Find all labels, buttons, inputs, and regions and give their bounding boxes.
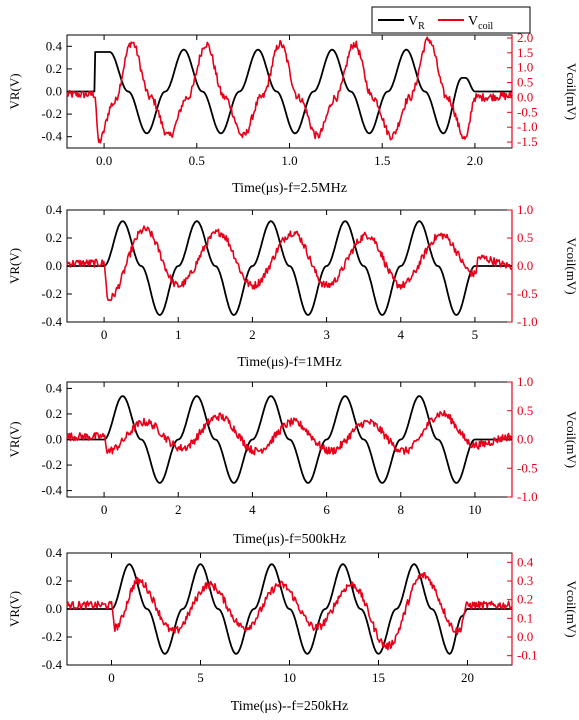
y-tick-label: -0.4 [41, 483, 62, 498]
series-vcoil [66, 225, 513, 302]
legend: VR Vcoil [371, 6, 531, 34]
x-tick-label: 0 [101, 327, 108, 342]
panel-2-5mhz: 0.0 0.5 1.0 1.5 2.0-0.4-0.20.00.20.4-1.5-1.0… [7, 30, 579, 196]
x-tick-label: 2.0 [467, 153, 483, 168]
x-tick-label: 10 [468, 502, 481, 517]
series-vr [67, 563, 513, 655]
y2-tick-label: 0.0 [517, 258, 533, 273]
y2-axis-label: Vcoil(mV) [564, 580, 579, 637]
y-tick-label: -0.4 [41, 129, 62, 144]
y2-tick-label: 2.0 [517, 30, 533, 45]
x-tick-label: 20 [461, 670, 474, 685]
y-tick-label: 0.0 [46, 84, 62, 99]
y2-tick-label: 0.5 [517, 230, 533, 245]
x-axis-label: Time(μs)--f=250kHz [231, 699, 349, 714]
x-tick-label: 4 [398, 327, 405, 342]
y-tick-label: 0.2 [46, 61, 62, 76]
x-tick-label: 10 [283, 670, 296, 685]
y2-tick-label: 0.4 [517, 554, 534, 569]
series-vcoil [66, 36, 513, 144]
y2-tick-label: -0.5 [517, 460, 538, 475]
y-tick-label: 0.4 [46, 380, 63, 395]
legend-vr-label: VR [408, 14, 425, 32]
x-axis-label: Time(μs)-f=1MHz [237, 355, 341, 370]
y2-tick-label: -0.5 [517, 286, 538, 301]
x-tick-label: 15 [372, 670, 385, 685]
y-tick-label: 0.4 [46, 545, 63, 560]
x-tick-label: 0 [101, 502, 108, 517]
y2-tick-label: -1.0 [517, 119, 538, 134]
y2-tick-label: -0.5 [517, 104, 538, 119]
y2-axis-label: Vcoil(mV) [564, 237, 579, 294]
x-tick-label: 2 [249, 327, 256, 342]
y2-tick-label: 1.0 [517, 60, 533, 75]
y-axis-label: VR(V) [7, 248, 22, 284]
y2-tick-label: 0.5 [517, 75, 533, 90]
y2-tick-label: -0.1 [517, 648, 538, 663]
panel-1mhz: 0 1 2 3 4 5 -0.4 -0.2 0.0 0.2 0.4 -1.0 -0.5 0.0 0.5 1.0… [7, 202, 579, 370]
y-tick-label: 0.2 [46, 406, 62, 421]
y2-tick-label: 0.5 [517, 403, 533, 418]
y-tick-label: 0.2 [46, 573, 62, 588]
x-tick-label: 0.0 [96, 153, 112, 168]
x-tick-label: 1 [175, 327, 182, 342]
y-tick-label: -0.4 [41, 314, 62, 329]
x-tick-label: 1.0 [281, 153, 297, 168]
y-tick-label: 0.4 [46, 38, 63, 53]
series-vcoil [66, 409, 513, 456]
y2-tick-label: -1.5 [517, 134, 538, 149]
x-tick-label: 4 [249, 502, 256, 517]
y-tick-label: 0.0 [46, 601, 62, 616]
y2-tick-label: 1.0 [517, 202, 533, 217]
y-tick-label: -0.2 [41, 457, 62, 472]
x-tick-label: 0 [108, 670, 115, 685]
y-axis-label: VR(V) [7, 591, 22, 627]
y2-tick-label: -1.0 [517, 314, 538, 329]
y-axis-label: VR(V) [7, 73, 22, 109]
x-tick-label: 6 [323, 502, 330, 517]
y2-tick-label: -1.0 [517, 489, 538, 504]
x-tick-label: 3 [323, 327, 330, 342]
y-tick-label: 0.2 [46, 230, 62, 245]
x-tick-label: 5 [472, 327, 479, 342]
y2-tick-label: 0.0 [517, 432, 533, 447]
y2-axis-label: Vcoil(mV) [564, 411, 579, 468]
x-tick-label: 5 [197, 670, 204, 685]
panel-500khz: 0 2 4 6 8 10 -0.4 -0.2 0.0 0.2 0.4 -1.0 -0.5 0.0 0.5 1.… [7, 374, 579, 547]
y-tick-label: 0.0 [46, 258, 62, 273]
x-tick-label: 8 [398, 502, 405, 517]
y2-tick-label: 0.3 [517, 573, 533, 588]
legend-vcoil-label: Vcoil [468, 14, 493, 32]
y-tick-label: -0.2 [41, 106, 62, 121]
x-tick-label: 1.5 [374, 153, 390, 168]
x-axis-label: Time(μs)-f=2.5MHz [232, 181, 347, 196]
y-tick-label: 0.4 [46, 202, 63, 217]
x-tick-label: 0.5 [189, 153, 205, 168]
series-vcoil [66, 571, 513, 651]
y2-tick-label: 0.1 [517, 610, 533, 625]
series-vr [67, 220, 513, 316]
y2-tick-label: 0.2 [517, 592, 533, 607]
y-axis-label: VR(V) [7, 421, 22, 457]
y-tick-label: -0.2 [41, 286, 62, 301]
y2-axis-label: Vcoil(mV) [564, 63, 579, 120]
y-tick-label: 0.0 [46, 432, 62, 447]
series-vr [67, 395, 513, 484]
y2-tick-label: 0.0 [517, 89, 533, 104]
y2-tick-label: 0.0 [517, 629, 533, 644]
panel-250khz: 0 5 10 15 20 -0.4 -0.2 0.0 0.2 0.4 -0.1 0.0 0.1 0.2 0.… [7, 545, 579, 714]
x-tick-label: 2 [175, 502, 182, 517]
series-vr [67, 48, 513, 135]
x-axis-label: Time(μs)-f=500kHz [233, 532, 346, 547]
y-tick-label: -0.4 [41, 657, 62, 672]
y2-tick-label: 1.0 [517, 374, 533, 389]
y2-tick-label: 1.5 [517, 45, 533, 60]
y-tick-label: -0.2 [41, 629, 62, 644]
